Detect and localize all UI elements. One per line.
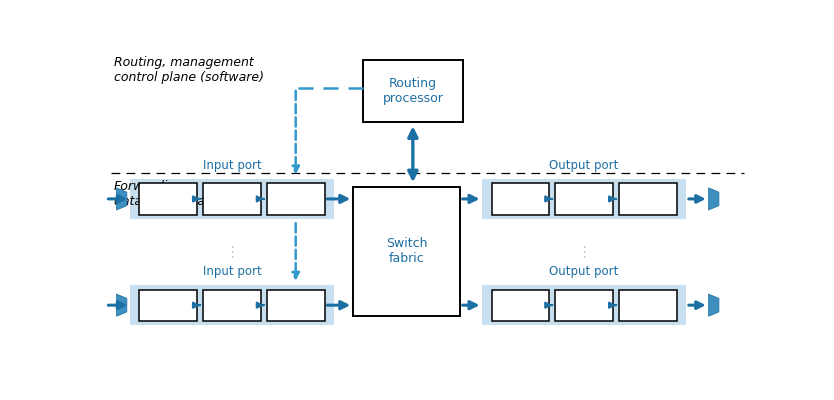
FancyBboxPatch shape [139, 183, 197, 214]
FancyBboxPatch shape [619, 183, 677, 214]
FancyBboxPatch shape [203, 290, 261, 321]
FancyBboxPatch shape [267, 183, 324, 214]
Polygon shape [117, 294, 127, 316]
FancyBboxPatch shape [491, 290, 550, 321]
FancyBboxPatch shape [482, 179, 686, 219]
Polygon shape [709, 188, 719, 210]
FancyBboxPatch shape [363, 60, 463, 122]
Text: ⋮: ⋮ [576, 244, 592, 260]
FancyBboxPatch shape [482, 285, 686, 325]
Polygon shape [709, 294, 719, 316]
FancyBboxPatch shape [130, 285, 334, 325]
Text: Switch
fabric: Switch fabric [385, 237, 427, 265]
Text: Forwarding
data plane (hardware): Forwarding data plane (hardware) [114, 180, 254, 208]
FancyBboxPatch shape [353, 186, 460, 316]
Text: Output port: Output port [550, 265, 619, 278]
Text: Input port: Input port [203, 265, 261, 278]
FancyBboxPatch shape [555, 183, 613, 214]
FancyBboxPatch shape [555, 290, 613, 321]
Text: Routing, management
control plane (software): Routing, management control plane (softw… [114, 56, 264, 84]
Text: ⋮: ⋮ [224, 244, 239, 260]
Polygon shape [117, 188, 127, 210]
FancyBboxPatch shape [203, 183, 261, 214]
FancyBboxPatch shape [267, 290, 324, 321]
Text: Input port: Input port [203, 159, 261, 172]
FancyBboxPatch shape [619, 290, 677, 321]
FancyBboxPatch shape [130, 179, 334, 219]
FancyBboxPatch shape [139, 290, 197, 321]
FancyBboxPatch shape [491, 183, 550, 214]
Text: Routing
processor: Routing processor [383, 77, 444, 105]
Text: Output port: Output port [550, 159, 619, 172]
